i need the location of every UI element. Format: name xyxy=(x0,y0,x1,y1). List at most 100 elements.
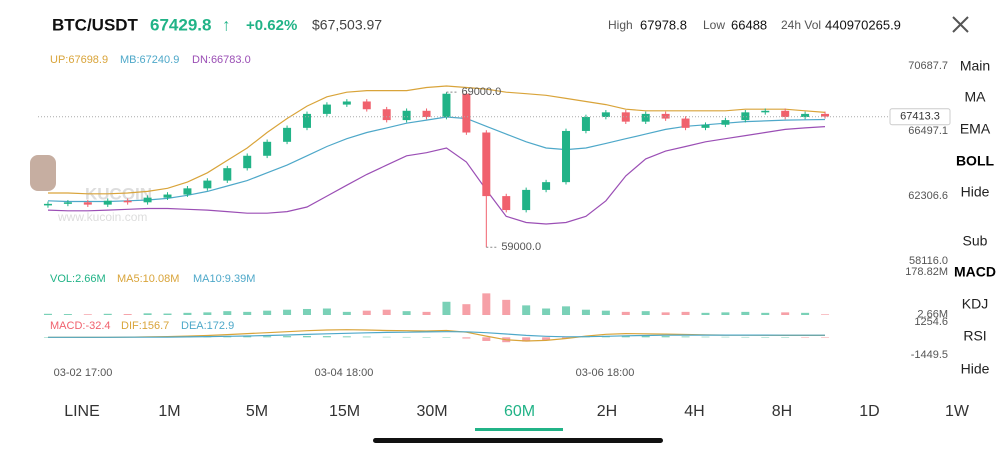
volume-bar xyxy=(422,311,431,315)
y-tick-label: 58116.0 xyxy=(909,255,948,267)
watermark-url: www.kucoin.com xyxy=(57,210,147,224)
candle-body xyxy=(801,113,810,117)
menu-item[interactable]: KDJ xyxy=(962,296,988,312)
timeframe-tab[interactable]: 2H xyxy=(597,403,617,420)
timeframe-tab[interactable]: 4H xyxy=(684,403,704,420)
timeframe-tab[interactable]: 5M xyxy=(246,403,268,420)
menu-item[interactable]: MA xyxy=(965,89,987,105)
last-price-tag xyxy=(889,108,951,126)
menu-item: Main xyxy=(960,58,990,74)
candle-body xyxy=(283,127,292,142)
candle-body xyxy=(442,93,451,117)
change: +0.62% xyxy=(246,17,297,34)
macd-bar xyxy=(542,337,551,341)
side-tab[interactable] xyxy=(30,155,56,191)
macd-bar xyxy=(342,336,351,338)
volume-bar xyxy=(761,312,770,315)
candle-body xyxy=(123,200,132,203)
menu-item[interactable]: Hide xyxy=(961,184,990,200)
candle-body xyxy=(223,168,232,181)
timeframe-tab[interactable]: 60M xyxy=(504,403,535,420)
macd-legend: MACD:-32.4 xyxy=(50,320,111,332)
macd-bar xyxy=(263,336,272,338)
candle-body xyxy=(322,104,331,114)
macd-bar xyxy=(322,336,331,338)
candle-body xyxy=(263,141,272,156)
low: 66488 xyxy=(731,17,767,32)
volume-bar xyxy=(402,311,411,315)
macd-tick: 1254.6 xyxy=(914,316,948,328)
volume-bar xyxy=(502,299,511,315)
menu-item[interactable]: BOLL xyxy=(956,153,995,169)
vol: 440970265.9 xyxy=(825,17,901,32)
watermark: KUCOIN xyxy=(85,184,152,203)
candle-body xyxy=(462,93,471,133)
candle-body xyxy=(362,101,371,110)
candle-body xyxy=(163,194,172,198)
macd-bar xyxy=(482,337,491,341)
candle-body xyxy=(601,112,610,117)
macd-bar xyxy=(801,337,810,338)
high: 67978.8 xyxy=(640,17,687,32)
macd-bar xyxy=(283,336,292,338)
volume-bar xyxy=(621,311,630,315)
menu-item[interactable]: MACD xyxy=(954,264,996,280)
legend-entry: MB:67240.9 xyxy=(120,54,179,66)
timeframe-tab[interactable]: LINE xyxy=(64,403,100,420)
macd-bar xyxy=(522,337,531,342)
volume-bar xyxy=(721,312,730,315)
candle-body xyxy=(781,110,790,117)
candle-body xyxy=(203,180,212,189)
menu-item[interactable]: EMA xyxy=(960,121,991,137)
y-tick-label: 62306.6 xyxy=(908,190,948,202)
volume-bar xyxy=(183,312,192,315)
close-button[interactable] xyxy=(952,16,969,33)
price: 67429.8 xyxy=(150,15,211,34)
menu-item[interactable]: Hide xyxy=(961,361,990,377)
volume-bar xyxy=(322,308,331,315)
pair[interactable]: BTC/USDT xyxy=(52,15,139,34)
volume-bar xyxy=(681,311,690,315)
volume-bar xyxy=(482,293,491,315)
macd-bar xyxy=(302,335,311,338)
timeframe-tab[interactable]: 1W xyxy=(945,403,970,420)
candle-body xyxy=(741,112,750,121)
candle-body xyxy=(422,110,431,117)
macd-bar xyxy=(781,337,790,338)
x-tick-label: 03-02 17:00 xyxy=(54,367,113,379)
volume-bar xyxy=(63,314,72,315)
vol-label: 24h Vol xyxy=(781,18,821,32)
volume-bar xyxy=(641,311,650,315)
candle-body xyxy=(243,155,252,169)
volume-tick: 2.66M xyxy=(917,308,948,320)
volume-bar xyxy=(741,311,750,315)
timeframe-tab[interactable]: 30M xyxy=(416,403,447,420)
candle-body xyxy=(43,203,52,206)
usd-price: $67,503.97 xyxy=(312,17,382,33)
volume-bar xyxy=(263,310,272,315)
legend-entry: UP:67698.9 xyxy=(50,54,108,66)
macd-bar xyxy=(382,336,391,338)
tab-indicator xyxy=(475,428,563,431)
volume-tick: 178.82M xyxy=(905,266,948,278)
timeframe-tab[interactable]: 8H xyxy=(772,403,792,420)
volume-bar xyxy=(362,310,371,315)
volume-legend: VOL:2.66M xyxy=(50,273,106,285)
volume-bar xyxy=(661,312,670,315)
candle-body xyxy=(542,182,551,190)
timeframe-tab[interactable]: 1D xyxy=(859,403,879,420)
candle-body xyxy=(581,116,590,131)
volume-bar xyxy=(43,313,52,315)
timeframe-tab[interactable]: 1M xyxy=(158,403,180,420)
volume-bar xyxy=(103,313,112,315)
candle-body xyxy=(621,112,630,122)
timeframe-tab[interactable]: 15M xyxy=(329,403,360,420)
macd-bar xyxy=(701,336,710,338)
macd-bar xyxy=(641,335,650,338)
candle-body xyxy=(721,120,730,125)
volume-legend: MA10:9.39M xyxy=(193,273,255,285)
candle-body xyxy=(701,124,710,128)
menu-item[interactable]: RSI xyxy=(963,328,986,344)
candle-body xyxy=(502,196,511,211)
volume-bar xyxy=(143,313,152,315)
